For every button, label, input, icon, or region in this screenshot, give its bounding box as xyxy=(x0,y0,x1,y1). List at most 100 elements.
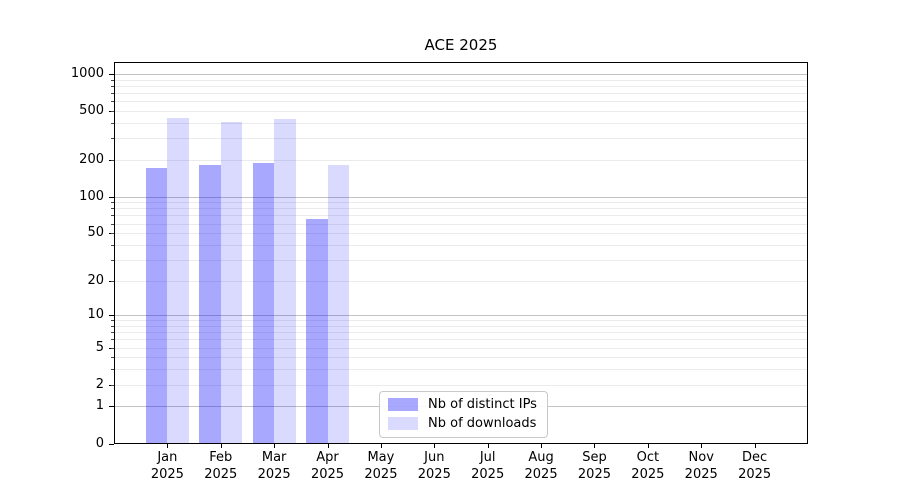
y-minor-tick-mark xyxy=(111,233,114,235)
gridline-minor xyxy=(114,208,808,210)
y-minor-tick-mark xyxy=(111,369,114,371)
y-minor-tick-mark xyxy=(111,332,114,334)
gridline-minor xyxy=(114,280,808,282)
gridline-minor xyxy=(114,92,808,94)
gridline-minor xyxy=(114,259,808,261)
gridline-minor xyxy=(114,110,808,112)
x-tick-month: Feb xyxy=(209,450,233,465)
gridline-minor xyxy=(114,320,808,322)
x-tick-mark xyxy=(541,444,543,448)
x-tick-mark xyxy=(327,444,329,448)
y-tick-mark xyxy=(109,406,114,408)
x-tick-month: Jun xyxy=(424,450,445,465)
x-tick-mark xyxy=(274,444,276,448)
y-minor-tick-mark xyxy=(111,339,114,341)
x-tick-label: Mar 2025 xyxy=(246,449,302,483)
chart-title: ACE 2025 xyxy=(424,36,498,54)
gridline-minor xyxy=(114,85,808,87)
legend-item: Nb of downloads xyxy=(388,416,537,431)
x-tick-mark xyxy=(487,444,489,448)
x-tick-year: 2025 xyxy=(310,467,345,482)
x-tick-month: Mar xyxy=(261,450,287,465)
plot-area xyxy=(114,62,808,444)
gridline-minor xyxy=(114,339,808,341)
bar-distinct-ips xyxy=(145,168,168,444)
gridline-major xyxy=(114,73,808,75)
x-tick-month: Apr xyxy=(316,450,339,465)
legend-item: Nb of distinct IPs xyxy=(388,397,537,412)
y-minor-tick-mark xyxy=(111,92,114,94)
x-tick-mark xyxy=(220,444,222,448)
y-tick-label: 1000 xyxy=(70,65,104,81)
x-tick-label: Sep 2025 xyxy=(566,449,622,483)
y-tick-label: 10 xyxy=(87,307,104,323)
gridline-minor xyxy=(114,215,808,217)
x-tick-mark xyxy=(754,444,756,448)
legend-swatch xyxy=(388,417,418,430)
y-minor-tick-mark xyxy=(111,208,114,210)
y-tick-label: 0 xyxy=(95,435,104,451)
y-minor-tick-mark xyxy=(111,85,114,87)
legend-label: Nb of distinct IPs xyxy=(428,397,537,412)
y-minor-tick-mark xyxy=(111,325,114,327)
y-minor-tick-mark xyxy=(111,122,114,124)
gridline-minor xyxy=(114,79,808,81)
y-minor-tick-mark xyxy=(111,110,114,112)
x-tick-year: 2025 xyxy=(471,467,505,482)
x-tick-year: 2025 xyxy=(150,467,184,482)
x-tick-mark xyxy=(380,444,382,448)
bar-distinct-ips xyxy=(252,162,275,444)
x-tick-year: 2025 xyxy=(417,467,451,482)
x-tick-month: Jul xyxy=(479,450,496,465)
y-tick-mark xyxy=(109,443,114,445)
gridline-minor xyxy=(114,223,808,225)
x-tick-label: Apr 2025 xyxy=(300,449,356,483)
y-tick-mark xyxy=(109,196,114,198)
y-minor-tick-mark xyxy=(111,259,114,261)
y-tick-label: 50 xyxy=(87,225,104,241)
x-tick-year: 2025 xyxy=(524,467,558,482)
gridline-minor xyxy=(114,369,808,371)
y-minor-tick-mark xyxy=(111,138,114,140)
x-tick-year: 2025 xyxy=(204,467,238,482)
y-minor-tick-mark xyxy=(111,101,114,103)
bar-downloads xyxy=(167,117,189,444)
y-tick-label: 20 xyxy=(87,272,104,288)
x-tick-year: 2025 xyxy=(631,467,665,482)
bar-distinct-ips xyxy=(199,165,221,444)
y-minor-tick-mark xyxy=(111,202,114,204)
y-minor-tick-mark xyxy=(111,347,114,349)
x-tick-mark xyxy=(434,444,436,448)
x-tick-month: Oct xyxy=(636,450,660,465)
gridline-minor xyxy=(114,244,808,246)
y-minor-tick-mark xyxy=(111,357,114,359)
legend-label: Nb of downloads xyxy=(428,416,537,431)
gridline-minor xyxy=(114,347,808,349)
x-tick-month: Aug xyxy=(528,450,554,465)
y-tick-mark xyxy=(109,315,114,317)
bar-downloads xyxy=(220,122,243,444)
x-tick-month: Nov xyxy=(688,450,714,465)
x-tick-label: Dec 2025 xyxy=(727,449,783,483)
y-minor-tick-mark xyxy=(111,79,114,81)
y-minor-tick-mark xyxy=(111,244,114,246)
gridline-minor xyxy=(114,159,808,161)
x-tick-mark xyxy=(647,444,649,448)
bar-downloads xyxy=(274,119,296,444)
x-tick-year: 2025 xyxy=(257,467,291,482)
gridline-minor xyxy=(114,138,808,140)
legend-swatch xyxy=(388,398,418,411)
x-tick-month: Jan xyxy=(157,450,178,465)
x-tick-year: 2025 xyxy=(364,467,398,482)
x-tick-year: 2025 xyxy=(738,467,772,482)
gridline-minor xyxy=(114,325,808,327)
x-tick-year: 2025 xyxy=(577,467,611,482)
y-minor-tick-mark xyxy=(111,223,114,225)
x-tick-label: Jul 2025 xyxy=(460,449,516,483)
x-tick-mark xyxy=(167,444,169,448)
x-tick-mark xyxy=(594,444,596,448)
x-tick-year: 2025 xyxy=(684,467,718,482)
y-tick-mark xyxy=(109,73,114,75)
y-minor-tick-mark xyxy=(111,384,114,386)
